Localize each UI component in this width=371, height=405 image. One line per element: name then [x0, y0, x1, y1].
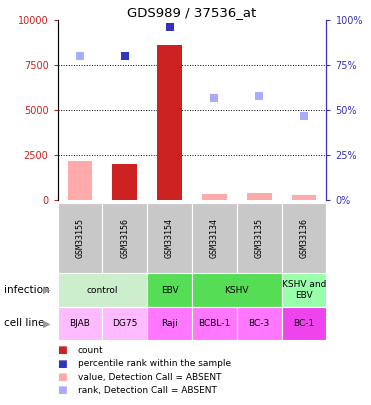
Bar: [237, 307, 282, 340]
Text: ■: ■: [58, 345, 67, 355]
Point: [256, 93, 262, 99]
Title: GDS989 / 37536_at: GDS989 / 37536_at: [127, 6, 257, 19]
Text: BC-3: BC-3: [249, 319, 270, 328]
Text: BCBL-1: BCBL-1: [198, 319, 230, 328]
Text: BJAB: BJAB: [69, 319, 91, 328]
Text: value, Detection Call = ABSENT: value, Detection Call = ABSENT: [78, 373, 221, 382]
Text: infection: infection: [4, 285, 49, 295]
Bar: [102, 202, 147, 273]
Text: ■: ■: [58, 386, 67, 395]
Text: EBV: EBV: [161, 286, 178, 294]
Text: GSM33134: GSM33134: [210, 218, 219, 258]
Bar: [292, 195, 316, 200]
Bar: [192, 307, 237, 340]
Text: KSHV and
EBV: KSHV and EBV: [282, 280, 326, 300]
Bar: [147, 273, 192, 307]
Bar: [192, 202, 237, 273]
Text: ▶: ▶: [43, 318, 50, 328]
Text: cell line: cell line: [4, 318, 44, 328]
Text: GSM33156: GSM33156: [120, 218, 129, 258]
Bar: [58, 307, 102, 340]
Bar: [147, 202, 192, 273]
Bar: [58, 273, 147, 307]
Bar: [282, 202, 326, 273]
Bar: [102, 307, 147, 340]
Text: GSM33135: GSM33135: [255, 218, 264, 258]
Text: ▶: ▶: [43, 285, 50, 295]
Point: [77, 53, 83, 60]
Point: [167, 24, 173, 31]
Bar: [192, 273, 282, 307]
Bar: [112, 164, 137, 200]
Bar: [247, 193, 272, 200]
Text: GSM33154: GSM33154: [165, 218, 174, 258]
Bar: [157, 45, 182, 200]
Text: rank, Detection Call = ABSENT: rank, Detection Call = ABSENT: [78, 386, 217, 395]
Bar: [282, 273, 326, 307]
Bar: [58, 202, 102, 273]
Text: Raji: Raji: [161, 319, 178, 328]
Point: [211, 94, 217, 101]
Bar: [68, 161, 92, 200]
Text: KSHV: KSHV: [224, 286, 249, 294]
Text: percentile rank within the sample: percentile rank within the sample: [78, 359, 231, 368]
Text: GSM33155: GSM33155: [75, 218, 85, 258]
Text: ■: ■: [58, 359, 67, 369]
Bar: [282, 307, 326, 340]
Point: [122, 53, 128, 60]
Point: [301, 113, 307, 119]
Bar: [237, 202, 282, 273]
Text: BC-1: BC-1: [293, 319, 315, 328]
Text: ■: ■: [58, 372, 67, 382]
Bar: [202, 194, 227, 200]
Text: count: count: [78, 346, 104, 355]
Text: DG75: DG75: [112, 319, 137, 328]
Bar: [147, 307, 192, 340]
Text: control: control: [86, 286, 118, 294]
Text: GSM33136: GSM33136: [299, 218, 309, 258]
